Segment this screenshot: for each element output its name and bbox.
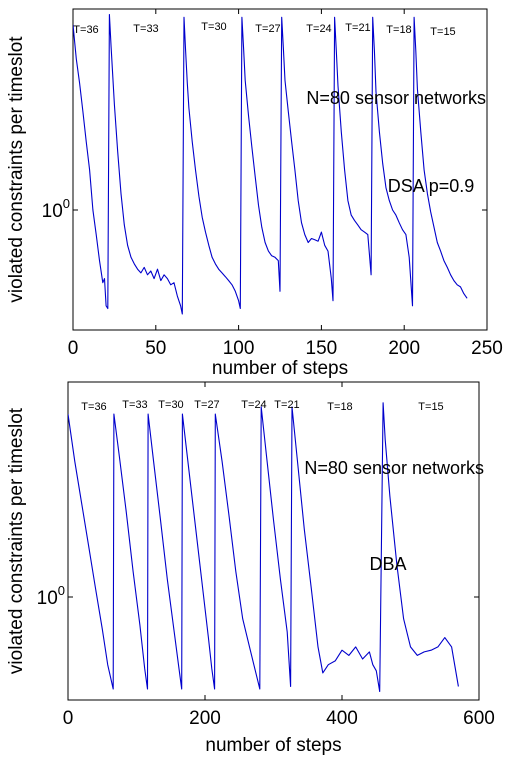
x-tick-label: 200 bbox=[189, 708, 221, 729]
phase-label: T=27 bbox=[194, 399, 219, 411]
y-tick-label: 100 bbox=[42, 196, 70, 222]
phase-label: T=18 bbox=[386, 24, 411, 36]
x-axis-label: number of steps bbox=[212, 358, 348, 379]
x-tick-label: 50 bbox=[145, 338, 166, 359]
y-axis-label: violated constraints per timeslot bbox=[6, 407, 27, 674]
phase-label: T=33 bbox=[122, 399, 147, 411]
phase-label: T=30 bbox=[201, 21, 226, 33]
x-tick-label: 600 bbox=[463, 708, 495, 729]
plot-frame bbox=[72, 8, 488, 331]
phase-label: T=15 bbox=[418, 401, 443, 413]
phase-label: T=33 bbox=[133, 23, 158, 35]
phase-label: T=18 bbox=[327, 401, 352, 413]
phase-label: T=24 bbox=[241, 399, 266, 411]
dba-chart-panel: 0 200 400 600 100 T=36 T=33 T=30 T=27 T=24 T=21 T=1… bbox=[6, 381, 495, 756]
series-line bbox=[73, 13, 468, 315]
y-axis-label: violated constraints per timeslot bbox=[6, 36, 27, 303]
network-annotation: N=80 sensor networks bbox=[306, 88, 486, 108]
phase-label: T=21 bbox=[274, 399, 299, 411]
x-axis-label: number of steps bbox=[205, 735, 341, 756]
phase-label: T=21 bbox=[345, 22, 370, 34]
algorithm-annotation: DSA p=0.9 bbox=[388, 176, 475, 196]
dsa-chart-panel: 0 50 100 150 200 250 100 T=36 T=33 T=30 T=27 T=24 T=… bbox=[6, 8, 503, 379]
plot-frame bbox=[67, 381, 480, 701]
x-tick-label: 0 bbox=[68, 338, 79, 359]
algorithm-annotation: DBA bbox=[369, 554, 406, 574]
phase-label: T=36 bbox=[73, 24, 98, 36]
y-tick-label: 100 bbox=[37, 583, 65, 609]
x-tick-label: 100 bbox=[223, 338, 255, 359]
x-tick-label: 400 bbox=[326, 708, 358, 729]
x-tick-label: 0 bbox=[63, 708, 74, 729]
phase-label: T=15 bbox=[430, 26, 455, 38]
phase-label: T=24 bbox=[306, 23, 331, 35]
series-line bbox=[68, 402, 459, 693]
network-annotation: N=80 sensor networks bbox=[304, 458, 484, 478]
x-tick-label: 250 bbox=[471, 338, 503, 359]
phase-label: T=27 bbox=[255, 23, 280, 35]
phase-label: T=30 bbox=[158, 399, 183, 411]
phase-label: T=36 bbox=[81, 401, 106, 413]
x-tick-label: 200 bbox=[388, 338, 420, 359]
x-tick-label: 150 bbox=[306, 338, 338, 359]
